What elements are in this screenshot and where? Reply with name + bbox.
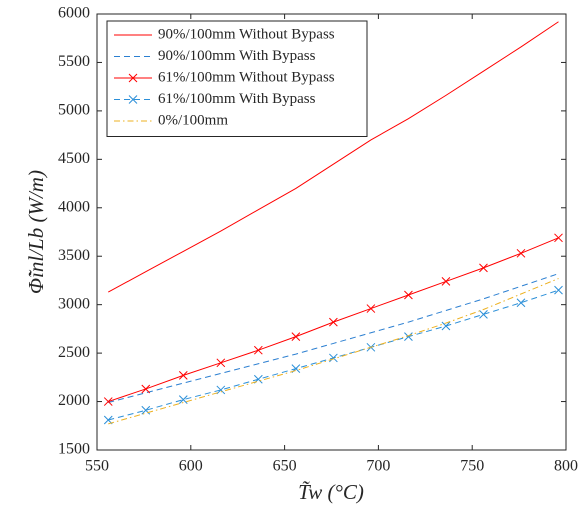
series-line: [108, 273, 559, 404]
data-marker: [441, 321, 451, 331]
legend-box: [106, 20, 368, 137]
data-marker: [141, 384, 151, 394]
legend-marker: [128, 73, 138, 83]
legend-label: 61%/100mm Without Bypass: [158, 69, 335, 85]
y-tick-label: 3000: [58, 295, 90, 312]
series-line: [108, 278, 559, 425]
data-marker: [178, 371, 188, 380]
y-axis-label: Φ̃inl/Lb (W/m): [24, 170, 48, 294]
y-tick-label: 5000: [58, 102, 90, 119]
x-tick-label: 750: [460, 458, 484, 475]
y-tick-label: 6000: [58, 5, 90, 22]
y-tick-label: 4500: [58, 150, 90, 167]
x-tick-label: 550: [85, 458, 109, 475]
x-tick-label: 700: [366, 458, 390, 475]
data-marker: [441, 277, 451, 286]
data-marker: [216, 385, 226, 395]
series-line: [108, 21, 559, 293]
data-marker: [479, 263, 488, 273]
data-marker: [404, 332, 413, 341]
data-marker: [103, 397, 113, 406]
y-tick-label: 1500: [58, 441, 90, 458]
y-tick-label: 5500: [58, 53, 90, 70]
legend-label: 90%/100mm With Bypass: [158, 48, 316, 64]
data-marker: [329, 317, 338, 327]
x-tick-label: 600: [179, 458, 203, 475]
data-marker: [178, 395, 188, 404]
y-tick-label: 2500: [58, 344, 90, 361]
data-marker: [516, 298, 526, 308]
data-marker: [516, 248, 526, 258]
y-tick-label: 2000: [58, 392, 90, 409]
data-marker: [253, 345, 263, 355]
y-tick-label: 3500: [58, 247, 90, 264]
data-marker: [554, 233, 563, 243]
data-marker: [366, 304, 376, 313]
legend-label: 0%/100mm: [158, 112, 228, 128]
x-tick-label: 650: [273, 458, 297, 475]
legend-label: 90%/100mm Without Bypass: [158, 26, 335, 42]
data-marker: [479, 310, 488, 319]
data-marker: [291, 332, 301, 341]
data-marker: [216, 358, 226, 368]
x-axis-label: T̃w (°C): [298, 480, 364, 504]
x-tick-label: 800: [554, 458, 578, 475]
y-tick-label: 4000: [58, 198, 90, 215]
legend-label: 61%/100mm With Bypass: [158, 91, 316, 107]
data-marker: [329, 353, 338, 363]
data-marker: [554, 285, 563, 295]
legend-marker: [128, 95, 138, 104]
data-marker: [404, 290, 413, 300]
